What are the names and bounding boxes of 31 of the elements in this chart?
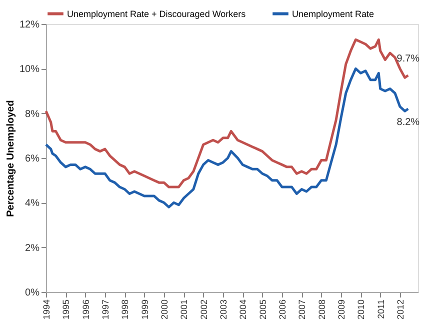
x-tick-label: 2006 — [277, 300, 288, 320]
y-tick-label: 6% — [25, 154, 40, 164]
x-tick-label: 1998 — [120, 300, 130, 320]
y-tick-label: 4% — [25, 198, 40, 210]
x-tick-label: 2003 — [218, 300, 228, 320]
x-tick-label: 2009 — [336, 300, 347, 320]
legend-label: Unemployment Rate + Discouraged Workers — [67, 8, 246, 19]
y-tick-label: 8% — [25, 108, 40, 120]
x-tick-label: 2004 — [238, 300, 248, 320]
x-tick-label: 2008 — [316, 300, 327, 320]
x-tick-label: 1999 — [140, 300, 150, 320]
legend-label: Unemployment Rate — [292, 8, 374, 19]
x-tick-label: 2011 — [376, 300, 386, 319]
x-tick-label: 1995 — [61, 300, 72, 320]
x-tick-label: 1994 — [42, 300, 52, 320]
x-tick-label: 2000 — [159, 300, 170, 320]
x-tick-label: 2005 — [258, 300, 268, 320]
annotation: 8.2% — [396, 116, 420, 128]
y-tick-label: 0% — [25, 288, 40, 298]
y-tick-label: 10% — [19, 64, 40, 76]
x-tick-label: 2001 — [179, 300, 190, 320]
x-tick-label: 1997 — [100, 300, 111, 320]
x-tick-label: 2007 — [297, 300, 308, 320]
x-tick-label: 2012 — [395, 300, 406, 320]
x-tick-label: 2010 — [356, 300, 366, 320]
y-tick-label: 12% — [19, 20, 40, 30]
y-tick-label: 2% — [25, 242, 40, 254]
x-tick-label: 2002 — [198, 300, 209, 320]
y-axis-title: Percentage Unemployed — [5, 100, 16, 217]
annotation: 9.7% — [396, 53, 420, 64]
x-tick-label: 1996 — [80, 300, 91, 320]
